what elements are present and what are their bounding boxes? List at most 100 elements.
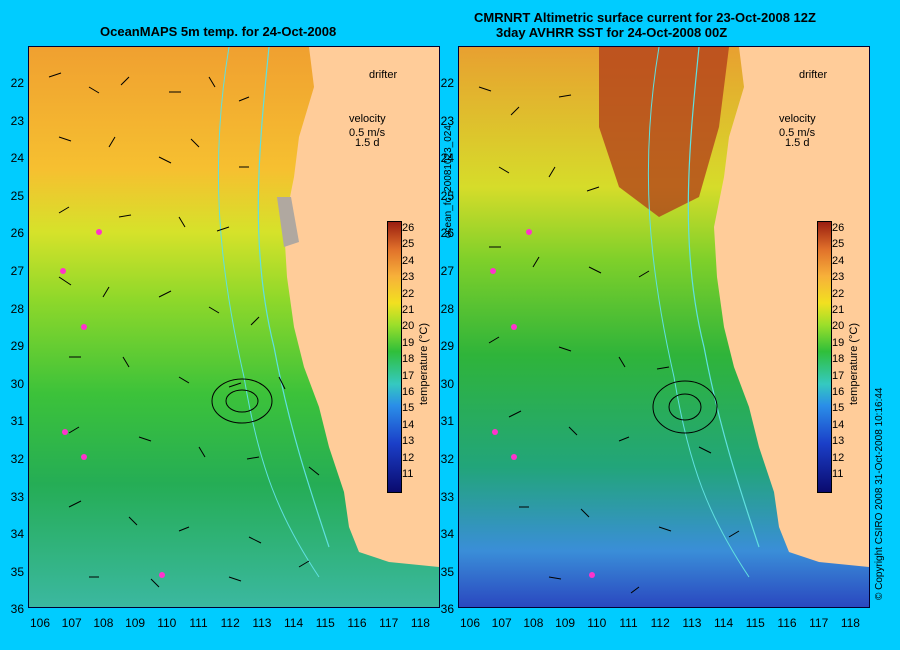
colorbar-tick-label: 22 [832, 287, 845, 300]
velocity-legend-label: velocity [349, 113, 386, 125]
latitude-tick-label: 22 [440, 76, 454, 90]
colorbar-tick-label: 17 [402, 369, 415, 382]
velocity-legend-label: velocity [779, 113, 816, 125]
colorbar-tick-label: 18 [402, 353, 415, 366]
longitude-tick-label: 117 [809, 616, 829, 630]
velocity-scale-days: 1.5 d [785, 137, 810, 149]
colorbar-tick-label: 20 [832, 320, 845, 333]
colorbar-tick-label: 25 [402, 238, 415, 251]
latitude-tick-label: 32 [440, 452, 454, 466]
longitude-tick-label: 112 [220, 616, 240, 630]
latitude-tick-label: 34 [440, 527, 454, 542]
colorbar-tick-label: 22 [402, 287, 415, 300]
longitude-tick-label: 116 [347, 616, 367, 630]
latitude-tick-label: 35 [440, 564, 454, 579]
drifter-markers [60, 229, 165, 578]
colorbar-tick-label: 24 [402, 254, 415, 267]
colorbar-tick-label: 17 [832, 369, 845, 382]
colorbar-tick-label: 19 [402, 336, 415, 349]
colorbar-tick-label: 21 [832, 304, 845, 316]
right-temperature-map [459, 47, 869, 607]
forecast-id-text: ocean_fc_20081023_024 [443, 125, 454, 238]
latitude-tick-label: 25 [440, 188, 454, 203]
longitude-tick-label: 106 [29, 616, 51, 630]
colorbar-tick-label: 12 [832, 451, 845, 464]
longitude-tick-label: 113 [682, 616, 702, 630]
latitude-tick-label: 36 [10, 602, 24, 617]
right-map-title-line2: 3day AVHRR SST for 24-Oct-2008 00Z [496, 25, 728, 40]
colorbar-label-left: temperature (°C) [418, 322, 430, 405]
latitude-tick-label: 31 [10, 414, 24, 429]
latitude-tick-label: 30 [440, 376, 454, 391]
latitude-tick-label: 30 [10, 376, 24, 391]
colorbar-tick-label: 12 [402, 451, 415, 464]
current-vectors [478, 86, 740, 594]
latitude-tick-label: 27 [10, 264, 24, 278]
right-map-title-line1: CMRNRT Altimetric surface current for 23… [474, 10, 816, 25]
left-map-panel: drifter velocity 0.5 m/s 1.5 d [28, 46, 440, 608]
latitude-tick-label: 33 [440, 489, 454, 504]
colorbar-tick-label: 24 [832, 254, 845, 267]
latitude-tick-label: 26 [10, 226, 24, 241]
longitude-tick-label: 118 [410, 616, 430, 630]
right-map-panel: drifter velocity 0.5 m/s 1.5 d [458, 46, 870, 608]
longitude-tick-label: 115 [745, 616, 765, 630]
latitude-tick-label: 24 [440, 151, 454, 166]
colorbar-tick-label: 13 [402, 435, 415, 448]
temperature-colorbar [387, 221, 402, 493]
longitude-tick-label: 108 [93, 616, 114, 630]
colorbar-tick-label: 14 [402, 418, 415, 431]
colorbar-tick-label: 16 [402, 386, 415, 398]
latitude-tick-label: 27 [440, 264, 454, 278]
colorbar-tick-label: 23 [402, 271, 415, 284]
latitude-tick-label: 24 [10, 151, 24, 166]
colorbar-tick-label: 25 [832, 238, 845, 251]
latitude-tick-label: 29 [440, 339, 454, 354]
longitude-tick-label: 110 [587, 616, 607, 630]
colorbar-tick-label: 18 [832, 353, 845, 366]
eddy-contour [652, 380, 718, 434]
velocity-scale-days: 1.5 d [355, 137, 380, 149]
colorbar-tick-label: 21 [402, 304, 415, 316]
colorbar-tick-label: 26 [402, 222, 415, 234]
longitude-tick-label: 115 [315, 616, 335, 630]
longitude-tick-label: 107 [491, 616, 512, 630]
longitude-tick-label: 107 [61, 616, 82, 630]
longitude-tick-label: 118 [840, 616, 860, 630]
latitude-tick-label: 28 [440, 301, 454, 316]
colorbar-tick-label: 20 [402, 320, 415, 333]
longitude-tick-label: 109 [555, 616, 576, 630]
latitude-tick-label: 22 [10, 76, 24, 90]
drifter-legend-label: drifter [799, 69, 828, 81]
latitude-tick-label: 26 [440, 226, 454, 241]
latitude-tick-label: 36 [440, 602, 454, 617]
colorbar-tick-label: 16 [832, 386, 845, 398]
latitude-tick-label: 34 [10, 527, 24, 542]
colorbar-tick-label: 26 [832, 222, 845, 234]
colorbar-tick-label: 14 [832, 418, 845, 431]
longitude-tick-label: 116 [777, 616, 797, 630]
colorbar-tick-label: 15 [832, 402, 845, 415]
latitude-tick-label: 23 [10, 113, 24, 128]
latitude-tick-label: 29 [10, 339, 24, 354]
longitude-tick-label: 111 [189, 616, 208, 630]
latitude-tick-label: 33 [10, 489, 24, 504]
colorbar-tick-label: 13 [832, 435, 845, 448]
colorbar-tick-label: 15 [402, 402, 415, 415]
eddy-contour [211, 378, 273, 424]
latitude-tick-label: 32 [10, 452, 24, 466]
velocity-scale-label: 0.5 m/s [779, 127, 816, 139]
drifter-legend-label: drifter [369, 69, 398, 81]
current-vectors [48, 72, 320, 588]
colorbar-tick-label: 19 [832, 336, 845, 349]
colorbar-tick-label: 11 [832, 468, 844, 480]
temperature-colorbar [817, 221, 832, 493]
longitude-tick-label: 114 [284, 616, 304, 630]
longitude-tick-label: 106 [459, 616, 481, 630]
latitude-tick-label: 28 [10, 301, 24, 316]
longitude-tick-label: 113 [252, 616, 272, 630]
longitude-tick-label: 109 [125, 616, 146, 630]
colorbar-tick-label: 23 [832, 271, 845, 284]
longitude-tick-label: 117 [379, 616, 399, 630]
copyright-text: © Copyright CSIRO 2008 31-Oct-2008 10:16… [874, 387, 885, 601]
